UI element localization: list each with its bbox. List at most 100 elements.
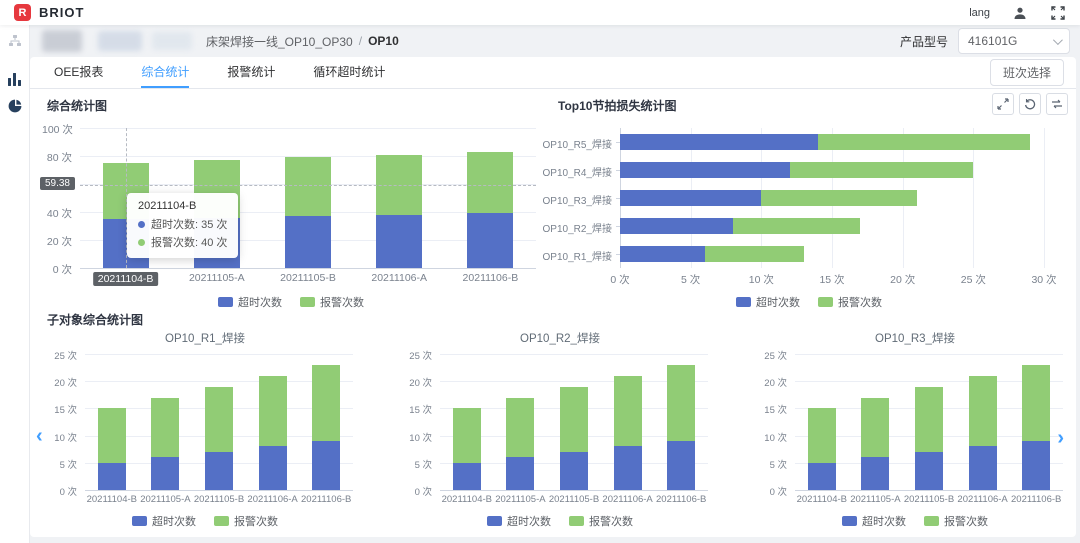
x-axis-label: 20211104-B	[441, 494, 492, 505]
chart-tooltip: 20211104-B 超时次数: 35 次 报警次数: 40 次	[127, 193, 239, 258]
bar-segment[interactable]	[1022, 364, 1051, 442]
bar-segment[interactable]	[620, 162, 790, 178]
legend-item-timeout[interactable]: 超时次数	[736, 295, 800, 309]
bar-segment[interactable]	[861, 457, 890, 490]
legend-item-timeout[interactable]: 超时次数	[132, 514, 196, 528]
x-axis-label: 20211106-A	[602, 494, 653, 505]
left-sidebar	[0, 25, 30, 543]
user-icon[interactable]	[1012, 5, 1028, 21]
bar-segment[interactable]	[704, 246, 804, 262]
bar-segment[interactable]	[506, 397, 535, 458]
bar-segment[interactable]	[376, 214, 423, 268]
bar-segment[interactable]	[620, 190, 762, 206]
bar-segment[interactable]	[452, 408, 481, 463]
bar-segment[interactable]	[620, 246, 705, 262]
tab-composite-stats[interactable]: 综合统计	[141, 57, 190, 88]
legend-item-alarm[interactable]: 报警次数	[924, 514, 988, 528]
tab-cycle-timeout-stats[interactable]: 循环超时统计	[313, 65, 386, 79]
bar-segment[interactable]	[151, 457, 180, 490]
legend-item-alarm[interactable]: 报警次数	[818, 295, 882, 309]
bar-segment[interactable]	[667, 441, 696, 490]
gridline	[440, 490, 708, 491]
bar-segment[interactable]	[312, 364, 341, 442]
bar-segment[interactable]	[258, 375, 287, 447]
bar-segment[interactable]	[613, 446, 642, 490]
redacted-logo-3	[152, 32, 192, 50]
tooltip-title: 20211104-B	[138, 200, 197, 212]
x-axis-label: 20211104-B	[92, 272, 159, 286]
product-model-select[interactable]: 416101G	[958, 28, 1070, 54]
bar-segment[interactable]	[807, 462, 836, 490]
legend-swatch-green	[214, 516, 229, 526]
y-axis-label: 5 次	[414, 459, 432, 471]
top-header: R BRIOT lang	[0, 0, 1080, 25]
legend-item-alarm[interactable]: 报警次数	[569, 514, 633, 528]
bar-segment[interactable]	[733, 218, 861, 234]
breadcrumb-path[interactable]: 床架焊接一线_OP10_OP30	[206, 34, 353, 49]
bar-segment[interactable]	[506, 457, 535, 490]
legend-item-alarm[interactable]: 报警次数	[214, 514, 278, 528]
x-axis-label: 20211105-A	[850, 494, 901, 505]
swap-icon[interactable]	[1046, 93, 1068, 115]
bar-chart-icon[interactable]	[6, 70, 24, 88]
y-axis-label: 40 次	[46, 208, 72, 220]
bar-segment[interactable]	[915, 386, 943, 452]
bar-segment[interactable]	[761, 190, 917, 206]
y-axis-label: 80 次	[46, 152, 72, 164]
bar-segment[interactable]	[817, 134, 1030, 150]
restore-icon[interactable]	[1019, 93, 1041, 115]
bar-segment[interactable]	[467, 151, 514, 214]
bar-segment[interactable]	[97, 462, 126, 490]
expand-icon[interactable]	[992, 93, 1014, 115]
bar-segment[interactable]	[560, 451, 588, 490]
legend-item-timeout[interactable]: 超时次数	[842, 514, 906, 528]
bar-segment[interactable]	[613, 375, 642, 447]
bar-segment[interactable]	[205, 386, 233, 452]
x-axis-label: 30 次	[1031, 274, 1057, 286]
bar-segment[interactable]	[620, 218, 734, 234]
bar-segment[interactable]	[915, 451, 943, 490]
legend-item-timeout[interactable]: 超时次数	[218, 295, 282, 309]
bar-segment[interactable]	[285, 216, 331, 268]
x-axis-label: 20211106-A	[957, 494, 1008, 505]
fullscreen-icon[interactable]	[1050, 5, 1066, 21]
y-axis-label: 5 次	[59, 459, 77, 471]
bar-segment[interactable]	[861, 397, 890, 458]
bar-segment[interactable]	[97, 408, 126, 463]
tick-mark	[616, 198, 620, 199]
legend-item-alarm[interactable]: 报警次数	[300, 295, 364, 309]
language-switch[interactable]: lang	[969, 6, 990, 19]
bar-segment[interactable]	[285, 157, 331, 217]
bar-segment[interactable]	[376, 154, 423, 215]
axis-pointer-vline	[125, 128, 127, 268]
shift-select-button[interactable]: 班次选择	[989, 59, 1064, 86]
composite-legend: 超时次数 报警次数	[42, 295, 540, 309]
carousel-left-icon[interactable]: ‹	[36, 425, 43, 447]
bar-segment[interactable]	[1022, 441, 1051, 490]
x-axis-label: 20211105-B	[548, 494, 600, 505]
legend-item-timeout[interactable]: 超时次数	[487, 514, 551, 528]
bar-segment[interactable]	[620, 134, 818, 150]
bar-segment[interactable]	[560, 386, 588, 452]
pie-chart-icon[interactable]	[6, 97, 24, 115]
bar-segment[interactable]	[789, 162, 974, 178]
bar-segment[interactable]	[151, 397, 180, 458]
x-axis-label: 25 次	[960, 274, 986, 286]
y-axis-label: 0 次	[59, 487, 77, 498]
bar-segment[interactable]	[452, 462, 481, 490]
top10-legend: 超时次数 报警次数	[558, 295, 1060, 309]
y-axis-label: 10 次	[764, 432, 787, 444]
sitemap-icon[interactable]	[6, 32, 24, 50]
bar-segment[interactable]	[467, 213, 514, 268]
tab-oee-report[interactable]: OEE报表	[54, 65, 104, 79]
bar-segment[interactable]	[667, 364, 696, 442]
bar-segment[interactable]	[807, 408, 836, 463]
bar-segment[interactable]	[968, 375, 997, 447]
bar-segment[interactable]	[258, 446, 287, 490]
sub-chart-r2-legend: 超时次数 报警次数	[400, 514, 720, 528]
tab-alarm-stats[interactable]: 报警统计	[227, 65, 276, 79]
bar-segment[interactable]	[205, 451, 233, 490]
carousel-right-icon[interactable]: ›	[1057, 427, 1064, 449]
bar-segment[interactable]	[968, 446, 997, 490]
bar-segment[interactable]	[312, 441, 341, 490]
